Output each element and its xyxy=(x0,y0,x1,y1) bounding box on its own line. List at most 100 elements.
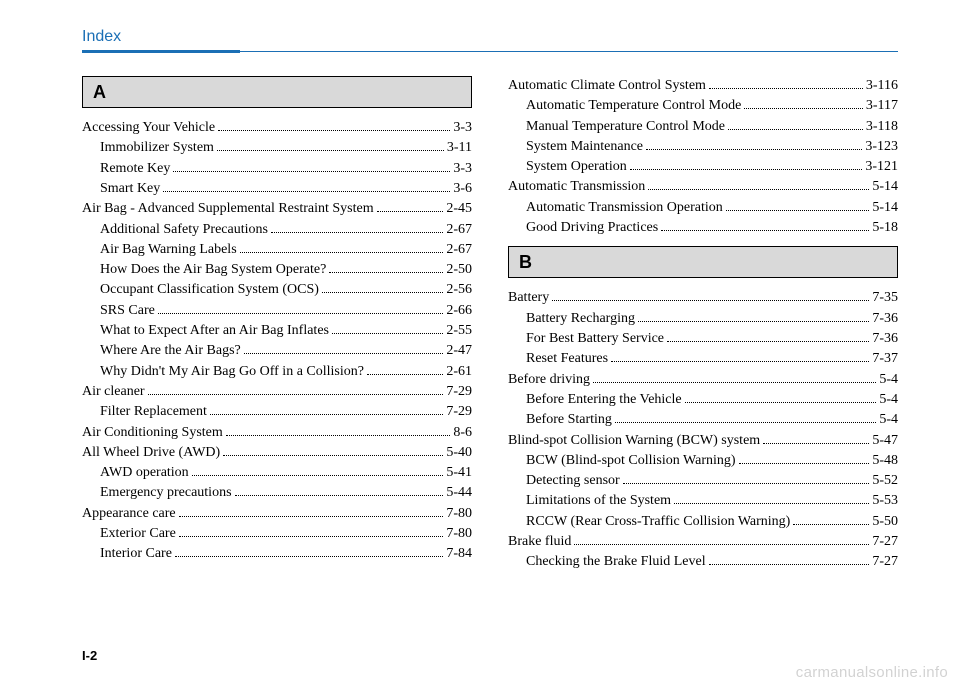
entry-page: 8-6 xyxy=(453,423,472,443)
index-entry: Appearance care 7-80 xyxy=(82,504,472,524)
index-entry: How Does the Air Bag System Operate? 2-50 xyxy=(82,260,472,280)
leader-dots xyxy=(244,353,444,354)
leader-dots xyxy=(329,272,443,273)
leader-dots xyxy=(226,435,451,436)
entry-label: All Wheel Drive (AWD) xyxy=(82,443,220,463)
leader-dots xyxy=(235,495,444,496)
leader-dots xyxy=(623,483,870,484)
entry-label: Air Conditioning System xyxy=(82,423,223,443)
entry-label: Emergency precautions xyxy=(100,483,232,503)
index-entry: Automatic Transmission5-14 xyxy=(508,177,898,197)
entry-page: 3-116 xyxy=(866,76,898,96)
leader-dots xyxy=(218,130,450,131)
leader-dots xyxy=(648,189,869,190)
index-entry: All Wheel Drive (AWD)5-40 xyxy=(82,443,472,463)
leader-dots xyxy=(271,232,443,233)
header-rule-thin xyxy=(240,51,898,52)
entry-label: Automatic Temperature Control Mode xyxy=(526,96,741,116)
entry-page: 3-3 xyxy=(453,118,472,138)
index-entry: Automatic Transmission Operation 5-14 xyxy=(508,198,898,218)
entry-page: 2-50 xyxy=(446,260,472,280)
entry-label: What to Expect After an Air Bag Inflates xyxy=(100,321,329,341)
leader-dots xyxy=(552,300,869,301)
entry-label: Brake fluid xyxy=(508,532,571,552)
leader-dots xyxy=(217,150,444,151)
leader-dots xyxy=(175,556,443,557)
entry-label: Limitations of the System xyxy=(526,491,671,511)
index-entry: Air Bag - Advanced Supplemental Restrain… xyxy=(82,199,472,219)
entry-page: 5-4 xyxy=(879,370,898,390)
index-entry: Blind-spot Collision Warning (BCW) syste… xyxy=(508,431,898,451)
index-entry: Brake fluid7-27 xyxy=(508,532,898,552)
entry-page: 3-117 xyxy=(866,96,898,116)
spacer xyxy=(508,238,898,246)
leader-dots xyxy=(223,455,443,456)
index-entry: Emergency precautions 5-44 xyxy=(82,483,472,503)
section-letter: A xyxy=(82,76,472,108)
index-entry: Occupant Classification System (OCS)2-56 xyxy=(82,280,472,300)
entry-label: Battery xyxy=(508,288,549,308)
entry-page: 3-121 xyxy=(865,157,898,177)
entry-label: Immobilizer System xyxy=(100,138,214,158)
entry-label: How Does the Air Bag System Operate? xyxy=(100,260,326,280)
entry-label: Good Driving Practices xyxy=(526,218,658,238)
entry-page: 5-14 xyxy=(872,198,898,218)
entry-label: Detecting sensor xyxy=(526,471,620,491)
index-entry: For Best Battery Service7-36 xyxy=(508,329,898,349)
index-columns: A Accessing Your Vehicle 3-3 Immobilizer Sy… xyxy=(82,76,898,573)
entry-label: Reset Features xyxy=(526,349,608,369)
leader-dots xyxy=(685,402,877,403)
leader-dots xyxy=(763,443,869,444)
leader-dots xyxy=(661,230,869,231)
entry-page: 5-44 xyxy=(446,483,472,503)
leader-dots xyxy=(179,516,444,517)
index-entry: What to Expect After an Air Bag Inflates… xyxy=(82,321,472,341)
entry-page: 3-11 xyxy=(447,138,472,158)
entry-label: Automatic Climate Control System xyxy=(508,76,706,96)
leader-dots xyxy=(709,88,863,89)
index-entry: Exterior Care7-80 xyxy=(82,524,472,544)
leader-dots xyxy=(793,524,869,525)
index-entry: Checking the Brake Fluid Level7-27 xyxy=(508,552,898,572)
entry-label: Air Bag Warning Labels xyxy=(100,240,237,260)
leader-dots xyxy=(630,169,863,170)
index-entry: Additional Safety Precautions2-67 xyxy=(82,220,472,240)
entry-label: Automatic Transmission Operation xyxy=(526,198,723,218)
entry-label: Before driving xyxy=(508,370,590,390)
entry-label: Filter Replacement xyxy=(100,402,207,422)
entry-label: SRS Care xyxy=(100,301,155,321)
index-entry: Automatic Temperature Control Mode 3-117 xyxy=(508,96,898,116)
leader-dots xyxy=(744,108,863,109)
entry-label: Smart Key xyxy=(100,179,160,199)
index-title: Index xyxy=(82,28,898,48)
entry-page: 5-41 xyxy=(446,463,472,483)
entry-page: 7-36 xyxy=(872,309,898,329)
index-entry: Air Bag Warning Labels2-67 xyxy=(82,240,472,260)
entry-page: 7-80 xyxy=(446,504,472,524)
entry-label: Occupant Classification System (OCS) xyxy=(100,280,319,300)
leader-dots xyxy=(674,503,869,504)
leader-dots xyxy=(709,564,870,565)
entry-page: 7-37 xyxy=(872,349,898,369)
header-rule-thick xyxy=(82,50,240,53)
entry-label: Where Are the Air Bags? xyxy=(100,341,241,361)
index-entry: System Operation 3-121 xyxy=(508,157,898,177)
index-entry: Battery Recharging7-36 xyxy=(508,309,898,329)
entry-page: 5-4 xyxy=(879,390,898,410)
entry-label: Accessing Your Vehicle xyxy=(82,118,215,138)
leader-dots xyxy=(728,129,863,130)
entry-label: Additional Safety Precautions xyxy=(100,220,268,240)
entry-page: 7-29 xyxy=(446,402,472,422)
entry-label: BCW (Blind-spot Collision Warning) xyxy=(526,451,736,471)
leader-dots xyxy=(332,333,443,334)
entry-label: Air Bag - Advanced Supplemental Restrain… xyxy=(82,199,374,219)
entry-page: 2-47 xyxy=(446,341,472,361)
entry-label: Appearance care xyxy=(82,504,176,524)
index-entry: Why Didn't My Air Bag Go Off in a Collis… xyxy=(82,362,472,382)
index-entry: AWD operation5-41 xyxy=(82,463,472,483)
entry-label: System Operation xyxy=(526,157,627,177)
page-header: Index xyxy=(82,28,898,53)
leader-dots xyxy=(593,382,876,383)
leader-dots xyxy=(210,414,443,415)
leader-dots xyxy=(192,475,444,476)
